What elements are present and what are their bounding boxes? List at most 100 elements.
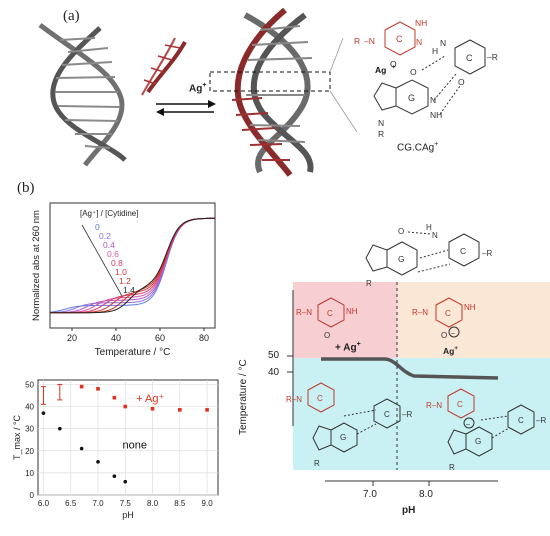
tmax-label-none: none: [123, 440, 147, 452]
tmax-xlabel: pH: [122, 510, 134, 520]
melt-plot-frame: [49, 202, 216, 329]
svg-text:H: H: [426, 223, 432, 232]
svg-text:NH: NH: [464, 303, 476, 312]
phase-xlabel: pH: [402, 505, 416, 516]
melt-legend-0.8: 0.8: [111, 258, 123, 268]
protonated-cytosine: C R–N NH O: [296, 297, 358, 340]
melt-ylabel: Normalized abs at 260 nm: [31, 210, 42, 321]
phase-xtick-7: 7.0: [363, 489, 377, 500]
melt-series-0.4: [50, 217, 215, 314]
svg-text:G: G: [398, 254, 405, 264]
tmax-ylabel: T_max / °C: [12, 414, 22, 460]
svg-text:H: H: [432, 46, 438, 56]
phase-diagram: C –R G R O H N C R–N NH O C R–N NH – O C…: [286, 223, 550, 486]
svg-text:–R: –R: [402, 410, 412, 419]
tmax-xtick-label: 7.5: [120, 499, 132, 508]
svg-text:C: C: [445, 309, 451, 318]
melt-legend-1.2: 1.2: [119, 276, 131, 286]
svg-text:O: O: [324, 331, 330, 340]
svg-text:Ag: Ag: [375, 65, 386, 75]
svg-text:O: O: [390, 59, 397, 69]
tmax-point-ag: [96, 387, 100, 391]
melt-xtick-label: 80: [199, 333, 209, 343]
svg-text:NH: NH: [430, 110, 442, 120]
tmax-point-ag: [112, 395, 117, 400]
svg-text:–R: –R: [536, 416, 546, 425]
tmax-ph-chart: 0 10 20 30 40 50 6.0 6.5 7.0 7.5 8.0 8.5 9.0 pH T_max …: [12, 379, 219, 520]
svg-text:N: N: [378, 118, 384, 128]
svg-text:G: G: [408, 93, 415, 103]
melt-legend-title: [Ag⁺] / [Cytidine]: [80, 209, 138, 218]
svg-text:R–N: R–N: [296, 308, 312, 317]
svg-text:–N: –N: [364, 36, 375, 46]
melt-series-0.8: [50, 217, 215, 314]
tmax-label-ag: + Ag⁺: [136, 393, 164, 405]
svg-text:G: G: [340, 433, 346, 442]
triplex-left-structure: C R–N G R C –R: [286, 382, 412, 468]
panel-a-graphic: C R –N N O NH Ag + G N R O N NH C –R H N…: [38, 7, 498, 177]
triplex-caption: CG.CAg+: [397, 141, 439, 154]
melt-legend-0: 0: [95, 222, 100, 232]
tmax-ytick-label: 50: [25, 380, 34, 389]
svg-text:R: R: [314, 459, 320, 468]
selection-box: [209, 71, 331, 92]
melt-legend-0.6: 0.6: [107, 249, 119, 259]
melt-series-1.2: [50, 217, 215, 314]
phase-ytick-50: 50: [268, 350, 280, 361]
svg-text:G: G: [475, 437, 481, 446]
tmax-ytick-label: 30: [25, 425, 34, 434]
svg-text:R: R: [449, 463, 455, 472]
melt-xtick-label: 20: [67, 333, 77, 343]
svg-text:N: N: [432, 231, 438, 240]
deprotonated-cytosine: C R–N NH – O: [412, 297, 476, 340]
triplex-structure: C R –N N O NH Ag + G N R O N NH C –R H N…: [354, 18, 498, 139]
tmax-ytick-label: 10: [25, 469, 34, 478]
svg-text:–: –: [451, 330, 455, 337]
svg-text:N: N: [440, 38, 446, 48]
svg-text:O: O: [398, 227, 404, 236]
tmax-point-ag: [205, 408, 209, 412]
tmax-ytick-label: 0: [30, 491, 35, 500]
svg-text:N: N: [416, 37, 422, 47]
tmax-point-none: [112, 474, 117, 479]
melt-legend-1.0: 1.0: [115, 267, 127, 277]
arrow-label: Ag+: [189, 82, 207, 95]
duplex-structure: C –R G R O H N: [365, 223, 492, 288]
svg-text:+: +: [392, 65, 396, 71]
melt-legend-arrow: [81, 224, 123, 297]
svg-text:O: O: [441, 331, 447, 340]
tmax-ytick-label: 40: [25, 403, 34, 412]
melt-series-1.0: [50, 217, 215, 314]
tmax-point-ag: [123, 404, 128, 409]
tmax-plot-frame: [37, 379, 219, 496]
panel-b-label: (b): [17, 180, 35, 196]
svg-text:NH: NH: [346, 307, 358, 316]
panel-a-label: (a): [63, 8, 80, 24]
svg-text:O: O: [410, 67, 417, 77]
tmax-point-none: [58, 426, 62, 431]
tmax-xtick-label: 7.0: [92, 499, 104, 508]
svg-text:R: R: [378, 129, 384, 139]
region-deprotonated: [397, 282, 550, 358]
triplex-helix: [231, 7, 314, 177]
svg-text:N: N: [430, 95, 436, 105]
tmax-point-none: [79, 446, 84, 451]
tmax-point-none: [96, 460, 100, 464]
svg-text:–R: –R: [487, 52, 498, 62]
svg-text:C: C: [327, 309, 333, 318]
melt-series-0: [49, 217, 215, 313]
tmax-point-none: [41, 411, 46, 415]
region-protonated: [293, 282, 397, 358]
duplex-helix: [38, 22, 127, 167]
tmax-xtick-label: 6.0: [38, 499, 50, 508]
svg-text:R–N: R–N: [286, 395, 302, 404]
svg-text:R–N: R–N: [426, 401, 442, 410]
melt-legend-0.4: 0.4: [103, 240, 115, 250]
tmax-point-none: [123, 479, 128, 484]
region-ag-label: + Ag+: [335, 341, 361, 354]
tmax-ytick-label: 20: [25, 447, 34, 456]
deprot-ag-label: Ag+: [443, 346, 458, 356]
tmax-xtick-label: 9.0: [202, 499, 214, 508]
melting-curve-chart: 20 40 60 80 Temperature / °C Normalized abs a…: [31, 202, 216, 358]
tmax-xtick-label: 8.5: [174, 499, 186, 508]
